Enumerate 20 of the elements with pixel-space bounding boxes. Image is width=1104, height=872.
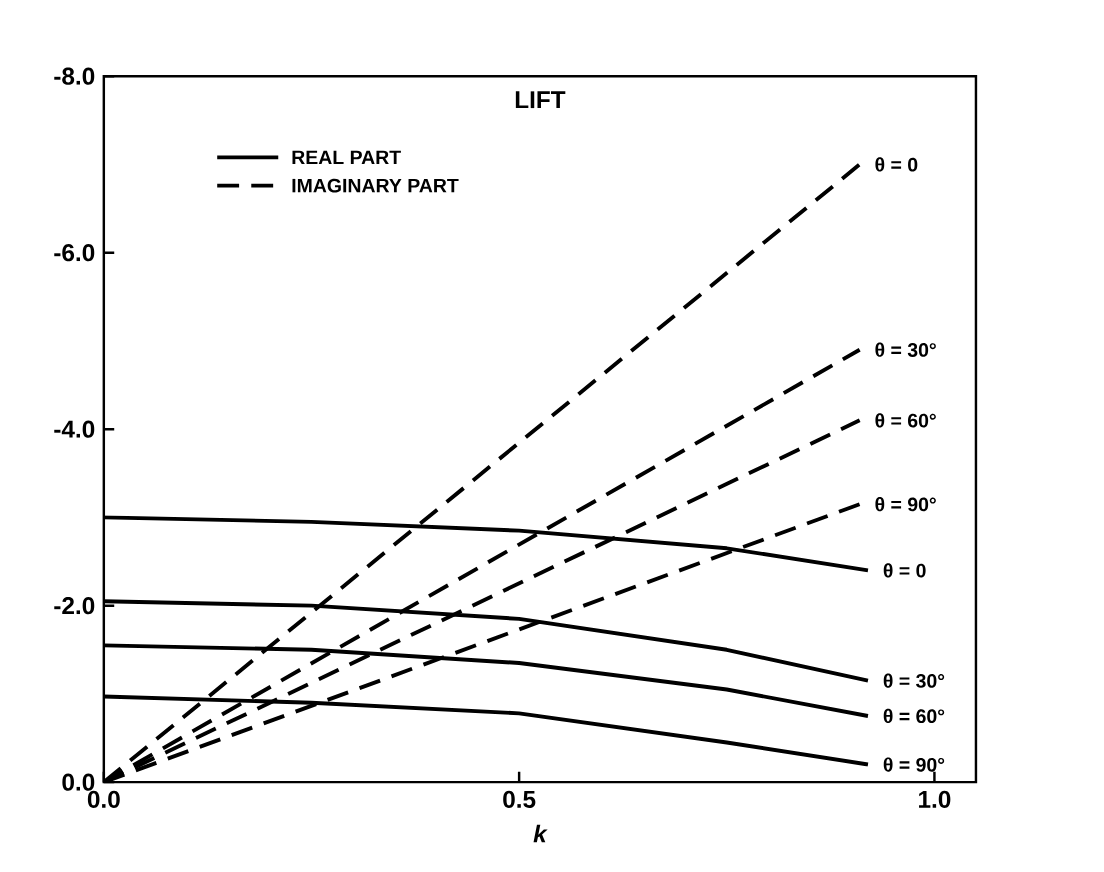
annotation: IMAGINARY PART [292, 178, 459, 193]
chart-title: LIFT [515, 91, 566, 109]
series-label: θ = 90° [883, 757, 945, 772]
series-label: θ = 60° [883, 708, 945, 724]
x-axis-title: k [533, 824, 548, 843]
y-tick-label: -8.0 [54, 67, 95, 85]
series-label: θ = 30° [875, 342, 936, 357]
series-label: θ = 30° [883, 673, 945, 688]
series-label: θ = 0 [883, 563, 926, 578]
y-tick-label: -4.0 [54, 420, 95, 438]
series-label: θ = 90° [875, 496, 936, 512]
y-tick-label: -2.0 [54, 597, 95, 615]
x-tick-label: 1.0 [919, 790, 951, 808]
series-label: θ = 0 [875, 157, 918, 172]
y-tick-label: 0.0 [62, 773, 95, 791]
x-tick-label: 0.5 [503, 790, 536, 808]
series-label: θ = 60° [875, 413, 936, 428]
x-tick-label: 0.0 [87, 790, 120, 808]
annotation: REAL PART [292, 150, 401, 164]
y-tick-label: -6.0 [54, 244, 95, 262]
